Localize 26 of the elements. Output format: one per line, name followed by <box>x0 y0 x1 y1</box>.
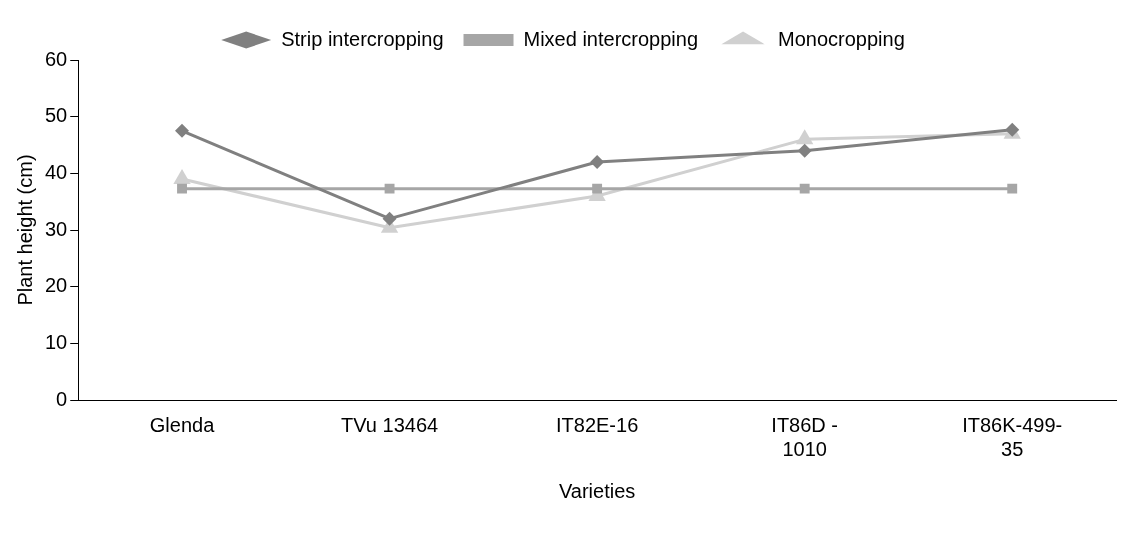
point <box>384 183 395 194</box>
y-tick-label: 30 <box>45 217 68 240</box>
x-tick-label: IT82E-16 <box>555 413 639 436</box>
legend-label: Strip intercropping <box>281 27 444 50</box>
x-tick-label: Glenda <box>149 413 216 436</box>
point <box>382 211 397 226</box>
y-axis-title: Plant height (cm) <box>13 154 36 306</box>
legend-label: Monocropping <box>778 27 905 50</box>
y-tick-label: 20 <box>45 274 68 297</box>
y-tick-label: 10 <box>45 330 68 353</box>
x-tick-label: IT86D - 1010 <box>771 413 839 460</box>
x-axis-title: Varieties <box>558 479 636 502</box>
point <box>175 123 190 138</box>
legend-label: Mixed intercropping <box>523 27 699 50</box>
point <box>590 155 605 169</box>
y-tick-label: 0 <box>56 387 68 410</box>
point <box>592 183 603 194</box>
x-tick-label: TVu 13464 <box>341 413 439 436</box>
point <box>1007 183 1018 194</box>
point <box>799 183 810 194</box>
point <box>797 143 812 158</box>
y-tick-label: 60 <box>45 47 68 70</box>
point <box>177 183 187 194</box>
y-tick-label: 40 <box>45 160 68 183</box>
x-tick-label: IT86K-499-35 <box>962 413 1063 460</box>
y-tick-label: 50 <box>45 104 68 127</box>
